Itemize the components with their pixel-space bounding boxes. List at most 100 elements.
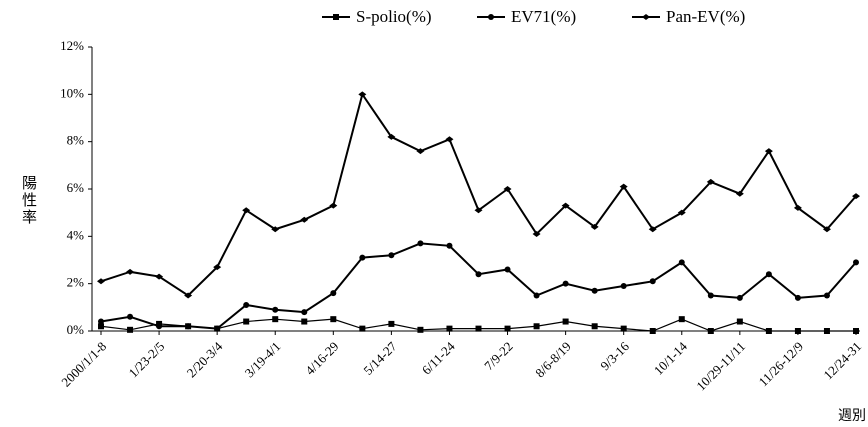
point xyxy=(562,318,569,325)
x-tick-label: 5/14-27 xyxy=(360,338,400,378)
point xyxy=(417,240,424,247)
x-tick-label: 1/23-2/5 xyxy=(126,339,168,381)
point xyxy=(243,301,250,308)
x-tick-label: 12/24-31 xyxy=(820,339,864,383)
x-tick-label: 2/20-3/4 xyxy=(184,338,226,380)
point xyxy=(329,202,338,209)
y-tick-label: 12% xyxy=(60,38,84,53)
point xyxy=(301,318,308,325)
legend-marker xyxy=(333,14,339,20)
point xyxy=(823,292,830,299)
y-tick-label: 8% xyxy=(67,133,85,148)
point xyxy=(504,266,511,273)
point xyxy=(416,148,425,155)
point xyxy=(562,280,569,287)
point xyxy=(155,273,164,280)
point xyxy=(853,328,859,334)
point xyxy=(794,328,801,334)
legend-label: Pan-EV(%) xyxy=(666,7,745,26)
point xyxy=(359,325,366,332)
point xyxy=(620,325,627,332)
point xyxy=(707,292,714,299)
y-tick-label: 6% xyxy=(67,180,85,195)
x-tick-label: 4/16-29 xyxy=(302,339,341,378)
legend-marker xyxy=(642,14,650,20)
point xyxy=(330,290,337,297)
point xyxy=(678,259,685,266)
point xyxy=(735,190,744,197)
point xyxy=(475,325,482,332)
point xyxy=(388,252,395,259)
point xyxy=(591,323,598,330)
point xyxy=(445,136,454,143)
point xyxy=(330,316,337,323)
point xyxy=(822,226,831,233)
point xyxy=(503,186,512,192)
x-tick-label: 6/11-24 xyxy=(419,338,458,377)
point xyxy=(678,316,685,323)
series-line xyxy=(100,242,857,330)
x-tick-label: 11/26-12/9 xyxy=(756,339,807,390)
legend-label: EV71(%) xyxy=(511,7,576,26)
point xyxy=(446,242,453,249)
point xyxy=(127,313,134,320)
point xyxy=(504,325,511,332)
point xyxy=(242,207,251,214)
point xyxy=(98,323,104,330)
point xyxy=(649,328,656,334)
point xyxy=(677,209,686,216)
point xyxy=(156,323,163,330)
point xyxy=(127,326,134,333)
point xyxy=(852,193,860,200)
point xyxy=(765,328,772,334)
point xyxy=(359,254,366,261)
point xyxy=(561,202,570,209)
point xyxy=(213,264,222,271)
point xyxy=(271,226,280,233)
y-axis-label: 陽性率 xyxy=(20,175,37,226)
point xyxy=(736,294,743,301)
point xyxy=(620,283,627,290)
point xyxy=(446,325,453,332)
x-tick-label: 10/1-14 xyxy=(651,338,691,378)
x-tick-label: 9/3-16 xyxy=(597,338,632,373)
point xyxy=(214,325,221,332)
point xyxy=(793,204,802,211)
x-tick-label: 2000/1/1-8 xyxy=(58,339,109,390)
series-line xyxy=(100,91,857,297)
point xyxy=(272,316,279,323)
x-tick-label: 10/29-11/11 xyxy=(693,339,748,394)
point xyxy=(300,216,309,223)
point xyxy=(184,292,193,299)
y-tick-label: 4% xyxy=(67,227,85,242)
point xyxy=(98,318,104,325)
point xyxy=(619,183,628,190)
point xyxy=(533,323,540,330)
point xyxy=(474,207,483,214)
point xyxy=(358,91,367,98)
point xyxy=(590,223,599,230)
point xyxy=(243,318,250,325)
y-tick-label: 10% xyxy=(60,85,84,100)
point xyxy=(736,318,743,325)
point xyxy=(417,326,424,333)
x-axis-label: 週別 xyxy=(838,408,866,424)
point xyxy=(648,226,657,233)
x-tick-label: 7/9-22 xyxy=(481,339,516,374)
point xyxy=(706,178,715,185)
point xyxy=(532,230,541,237)
y-tick-label: 0% xyxy=(67,322,85,337)
point xyxy=(591,287,598,294)
point xyxy=(388,320,395,327)
x-tick-label: 8/6-8/19 xyxy=(532,339,574,381)
point xyxy=(126,268,135,275)
point xyxy=(794,294,801,301)
legend-marker xyxy=(488,14,494,20)
point xyxy=(272,306,279,313)
point xyxy=(765,271,772,278)
x-tick-label: 3/19-4/1 xyxy=(242,339,284,381)
y-tick-label: 2% xyxy=(67,275,85,290)
point xyxy=(97,278,105,285)
point xyxy=(707,328,714,334)
